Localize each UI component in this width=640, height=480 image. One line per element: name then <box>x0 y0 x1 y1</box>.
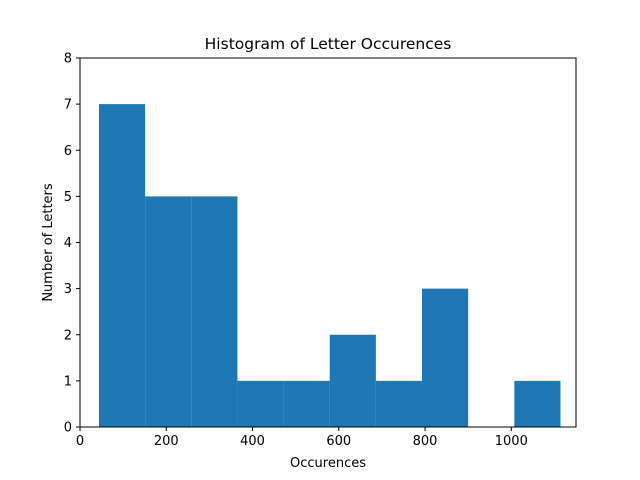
axes-frame <box>79 57 577 428</box>
chart-title: Histogram of Letter Occurences <box>205 35 452 53</box>
y-tick-label: 5 <box>64 190 72 205</box>
x-tick-label: 800 <box>413 434 438 449</box>
histogram-bar-7 <box>422 288 469 427</box>
x-tick-label: 400 <box>240 434 265 449</box>
histogram-bar-3 <box>237 380 284 427</box>
histogram-bar-6 <box>375 380 423 427</box>
histogram-bar-9 <box>514 380 561 427</box>
y-tick-label: 8 <box>64 52 72 67</box>
y-tick-label: 3 <box>64 282 72 297</box>
histogram-bar-0 <box>98 104 146 427</box>
x-tick-label: 1000 <box>495 434 528 449</box>
histogram-bar-4 <box>283 380 330 427</box>
y-tick-label: 4 <box>64 236 72 251</box>
y-tick-label: 1 <box>64 374 72 389</box>
y-tick-label: 0 <box>64 421 72 436</box>
histogram-bar-2 <box>191 196 238 427</box>
y-axis-label: Number of Letters <box>41 183 56 302</box>
x-tick-label: 0 <box>76 434 84 449</box>
y-tick-label: 7 <box>64 98 72 113</box>
histogram-bar-1 <box>145 196 192 427</box>
y-tick-label: 2 <box>64 328 72 343</box>
bars-group <box>98 104 561 427</box>
x-tick-label: 200 <box>154 434 179 449</box>
x-tick-label: 600 <box>326 434 351 449</box>
y-tick-label: 6 <box>64 144 72 159</box>
ticks-group: 0 200 400 600 800 1000 0 1 2 3 4 5 6 7 8 <box>64 52 528 450</box>
x-axis-label: Occurences <box>290 456 366 471</box>
histogram-bar-5 <box>329 334 376 427</box>
